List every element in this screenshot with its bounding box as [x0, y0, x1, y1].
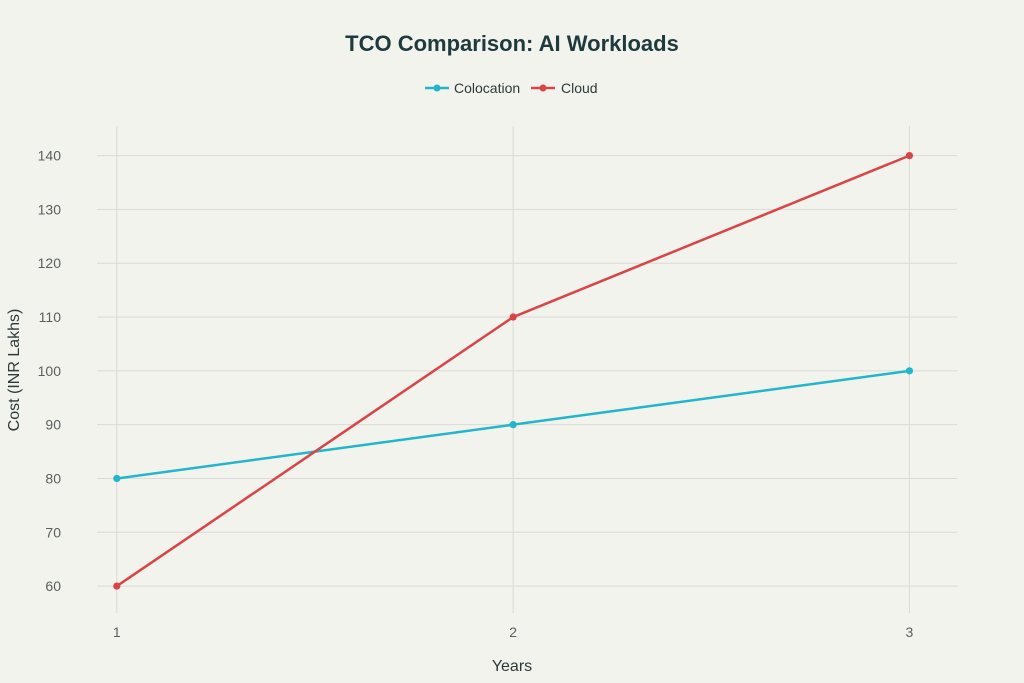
legend-marker-colocation	[433, 84, 441, 92]
x-tick-label-1: 1	[113, 624, 121, 640]
legend-label-cloud: Cloud	[561, 80, 598, 96]
y-axis-title: Cost (INR Lakhs)	[6, 309, 23, 432]
y-tick-label-60: 60	[45, 578, 61, 594]
y-tick-label-80: 80	[45, 470, 61, 486]
legend-marker-cloud	[539, 84, 547, 92]
point-colocation-3[interactable]	[905, 367, 914, 375]
point-cloud-2[interactable]	[509, 313, 517, 321]
point-cloud-1[interactable]	[113, 582, 121, 590]
y-tick-label-120: 120	[38, 255, 62, 271]
legend-item-cloud[interactable]: Cloud	[531, 80, 598, 96]
x-gridlines	[116, 126, 910, 613]
x-tick-labels: 1 2 3	[113, 624, 914, 640]
y-tick-label-70: 70	[45, 524, 61, 540]
legend-label-colocation: Colocation	[454, 80, 520, 96]
y-tick-label-90: 90	[45, 417, 61, 433]
x-tick-label-2: 2	[509, 624, 517, 640]
y-tick-label-130: 130	[38, 201, 62, 217]
legend-item-colocation[interactable]: Colocation	[425, 80, 520, 96]
y-tick-label-110: 110	[39, 309, 62, 325]
point-cloud-3[interactable]	[905, 151, 914, 160]
series-group	[113, 151, 914, 590]
y-gridlines	[97, 155, 957, 587]
point-colocation-2[interactable]	[509, 421, 517, 429]
chart-title: TCO Comparison: AI Workloads	[345, 31, 679, 56]
y-tick-label-140: 140	[38, 148, 62, 164]
x-tick-label-3: 3	[906, 624, 914, 640]
y-tick-label-100: 100	[38, 363, 62, 379]
legend: Colocation Cloud	[425, 80, 598, 96]
x-axis-title: Years	[492, 658, 532, 675]
point-colocation-1[interactable]	[113, 474, 121, 483]
y-tick-labels: 60 70 80 90 100 110 120 130 140	[38, 148, 62, 594]
